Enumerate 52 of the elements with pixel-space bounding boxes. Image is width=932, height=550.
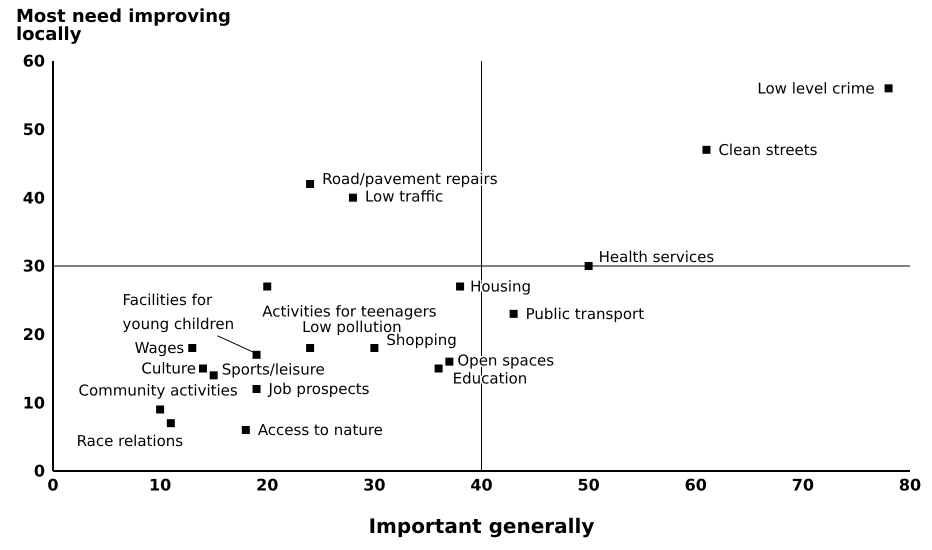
point bbox=[263, 282, 272, 290]
point bbox=[156, 406, 164, 414]
x-tick-label: 20 bbox=[256, 475, 278, 494]
y-tick-label: 20 bbox=[22, 325, 45, 344]
x-axis-title: Important generally bbox=[368, 514, 594, 538]
y-tick-label: 40 bbox=[22, 188, 45, 208]
x-tick-label: 60 bbox=[684, 475, 707, 494]
annotation: Race relations bbox=[76, 432, 184, 450]
point bbox=[348, 194, 357, 202]
point bbox=[370, 344, 378, 352]
annotation: Job prospects bbox=[268, 380, 370, 398]
point bbox=[242, 426, 250, 434]
point bbox=[702, 146, 710, 154]
annotation: Clean streets bbox=[718, 140, 818, 159]
y-tick-label: 10 bbox=[22, 393, 45, 412]
point bbox=[252, 350, 261, 359]
x-tick-label: 10 bbox=[148, 475, 172, 494]
x-tick-label: 30 bbox=[363, 475, 386, 494]
annotation: Access to nature bbox=[258, 421, 383, 439]
annotation: Low traffic bbox=[364, 188, 444, 206]
x-tick-label: 70 bbox=[792, 475, 814, 494]
point bbox=[445, 358, 454, 366]
point bbox=[166, 419, 175, 428]
annotation: Public transport bbox=[526, 304, 644, 323]
x-tick-label: 80 bbox=[898, 475, 922, 494]
y-tick-label: 60 bbox=[22, 52, 45, 71]
point bbox=[884, 84, 893, 92]
annotation: Health services bbox=[598, 248, 714, 266]
annotation: Facilities for young children bbox=[122, 290, 234, 333]
point bbox=[306, 344, 314, 352]
point bbox=[456, 282, 464, 290]
point bbox=[210, 371, 218, 380]
point bbox=[188, 344, 196, 352]
point bbox=[510, 310, 518, 318]
x-tick-label: 0 bbox=[47, 475, 59, 494]
annotation: Wages bbox=[134, 339, 184, 357]
y-tick-label: 50 bbox=[22, 120, 45, 140]
x-tick-label: 50 bbox=[577, 475, 600, 494]
annotation: Low level crime bbox=[757, 79, 875, 98]
y-tick-label: 0 bbox=[34, 462, 45, 481]
x-tick-label: 40 bbox=[470, 475, 493, 494]
annotation: Activities for teenagers bbox=[262, 302, 437, 320]
annotation: Culture bbox=[141, 360, 196, 378]
point bbox=[198, 364, 207, 372]
annotation: Sports/leisure bbox=[222, 360, 325, 378]
point bbox=[434, 364, 443, 372]
point bbox=[306, 180, 314, 188]
annotation: Community activities bbox=[78, 382, 238, 400]
y-axis-title: Most need improving locally bbox=[16, 6, 231, 45]
y-tick-label: 30 bbox=[22, 256, 45, 276]
point bbox=[584, 262, 593, 270]
point bbox=[252, 385, 261, 393]
